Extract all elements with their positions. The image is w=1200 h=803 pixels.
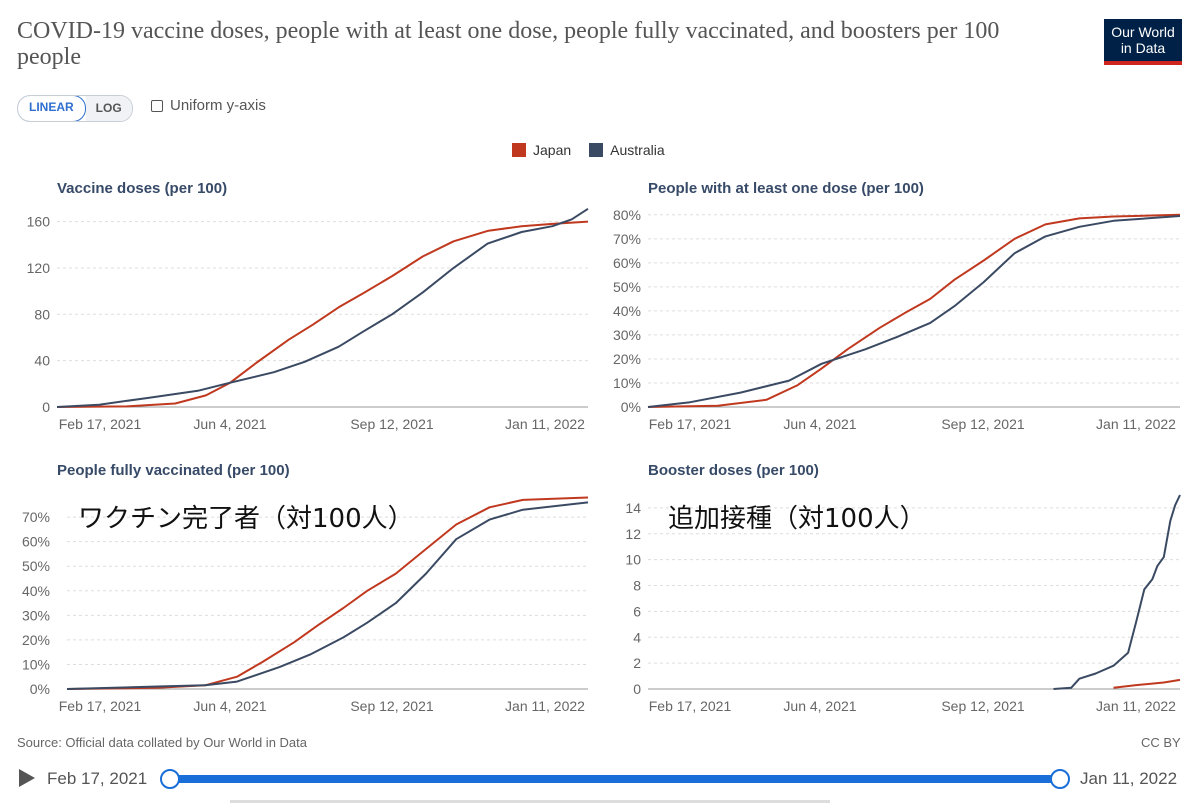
x-tick-label: Jan 11, 2022 <box>1096 416 1176 432</box>
x-tick-label: Jun 4, 2021 <box>193 416 266 432</box>
y-tick-label: 20% <box>22 632 50 648</box>
y-tick-label: 80% <box>613 207 641 223</box>
legend-swatch-japan <box>512 143 526 157</box>
timeline-end-handle[interactable] <box>1050 769 1070 789</box>
legend-item-australia[interactable]: Australia <box>589 142 665 158</box>
page-title: COVID-19 vaccine doses, people with at l… <box>17 18 1000 70</box>
y-tick-label: 8 <box>633 578 641 594</box>
scale-toggle: LINEAR LOG <box>17 95 133 122</box>
y-tick-label: 50% <box>22 558 50 574</box>
series-line-australia <box>647 215 1181 408</box>
y-tick-label: 0 <box>633 681 641 697</box>
play-icon[interactable] <box>19 769 35 787</box>
chart-title: Vaccine doses (per 100) <box>57 180 227 197</box>
y-tick-label: 20% <box>613 351 641 367</box>
series-line-japan <box>56 220 589 408</box>
y-tick-label: 10 <box>625 552 641 568</box>
y-tick-label: 70% <box>22 509 50 525</box>
series-line-australia <box>56 207 589 408</box>
y-tick-label: 0% <box>30 681 50 697</box>
y-tick-label: 30% <box>22 607 50 623</box>
y-tick-label: 6 <box>633 603 641 619</box>
series-line-japan <box>647 213 1181 408</box>
x-tick-label: Jun 4, 2021 <box>783 698 856 714</box>
y-tick-label: 14 <box>625 500 641 516</box>
owid-logo[interactable]: Our World in Data <box>1104 19 1182 65</box>
y-tick-label: 50% <box>613 279 641 295</box>
uniform-y-axis-label: Uniform y-axis <box>170 97 266 114</box>
y-tick-label: 160 <box>27 214 51 230</box>
y-tick-label: 4 <box>633 629 641 645</box>
x-tick-label: Sep 12, 2021 <box>941 698 1025 714</box>
y-tick-label: 10% <box>22 656 50 672</box>
y-tick-label: 60% <box>22 534 50 550</box>
x-tick-label: Feb 17, 2021 <box>59 416 142 432</box>
source-note: Source: Official data collated by Our Wo… <box>17 735 307 750</box>
legend: Japan Australia <box>512 142 665 158</box>
x-tick-label: Jan 11, 2022 <box>505 698 585 714</box>
overlay-annotation: ワクチン完了者（対100人） <box>78 504 414 534</box>
legend-label-japan: Japan <box>533 142 572 158</box>
logo-line1: Our World <box>1111 24 1175 40</box>
x-tick-label: Jun 4, 2021 <box>193 698 266 714</box>
y-tick-label: 2 <box>633 655 641 671</box>
y-tick-label: 70% <box>613 231 641 247</box>
checkbox-icon[interactable] <box>151 99 163 112</box>
x-tick-label: Sep 12, 2021 <box>350 416 434 432</box>
chart-title: Booster doses (per 100) <box>648 462 819 479</box>
series-line-japan <box>66 496 589 690</box>
divider <box>230 800 830 803</box>
y-tick-label: 30% <box>613 327 641 343</box>
x-tick-label: Sep 12, 2021 <box>350 698 434 714</box>
y-tick-label: 40 <box>34 353 50 369</box>
series-line-japan <box>1113 678 1181 689</box>
x-tick-label: Feb 17, 2021 <box>59 698 142 714</box>
linear-button[interactable]: LINEAR <box>17 96 86 121</box>
y-tick-label: 12 <box>625 526 641 542</box>
y-tick-label: 40% <box>613 303 641 319</box>
timeline-start-handle[interactable] <box>160 769 180 789</box>
uniform-y-axis-toggle[interactable]: Uniform y-axis <box>151 97 266 114</box>
log-button[interactable]: LOG <box>85 96 132 121</box>
legend-label-australia: Australia <box>610 142 665 158</box>
legend-swatch-australia <box>589 143 604 157</box>
y-tick-label: 0 <box>42 399 50 415</box>
x-tick-label: Jan 11, 2022 <box>1096 698 1176 714</box>
x-tick-label: Feb 17, 2021 <box>649 416 732 432</box>
x-tick-label: Sep 12, 2021 <box>941 416 1025 432</box>
y-tick-label: 60% <box>613 255 641 271</box>
chart-title: People with at least one dose (per 100) <box>648 180 924 197</box>
series-line-australia <box>66 501 589 690</box>
logo-line2: in Data <box>1120 40 1166 56</box>
timeline-track[interactable] <box>170 775 1060 783</box>
x-tick-label: Feb 17, 2021 <box>649 698 732 714</box>
y-tick-label: 0% <box>621 399 641 415</box>
chart-title: People fully vaccinated (per 100) <box>57 462 290 479</box>
license-link[interactable]: CC BY <box>1141 735 1181 750</box>
y-tick-label: 80 <box>34 306 50 322</box>
overlay-annotation: 追加接種（対100人） <box>668 504 926 534</box>
y-tick-label: 10% <box>613 375 641 391</box>
timeline-end-label: Jan 11, 2022 <box>1080 769 1178 788</box>
y-tick-label: 120 <box>27 260 51 276</box>
x-tick-label: Jun 4, 2021 <box>783 416 856 432</box>
y-tick-label: 40% <box>22 583 50 599</box>
timeline-start-label: Feb 17, 2021 <box>47 769 148 788</box>
x-tick-label: Jan 11, 2022 <box>505 416 585 432</box>
legend-item-japan[interactable]: Japan <box>512 142 571 158</box>
series-line-australia <box>1053 494 1181 690</box>
